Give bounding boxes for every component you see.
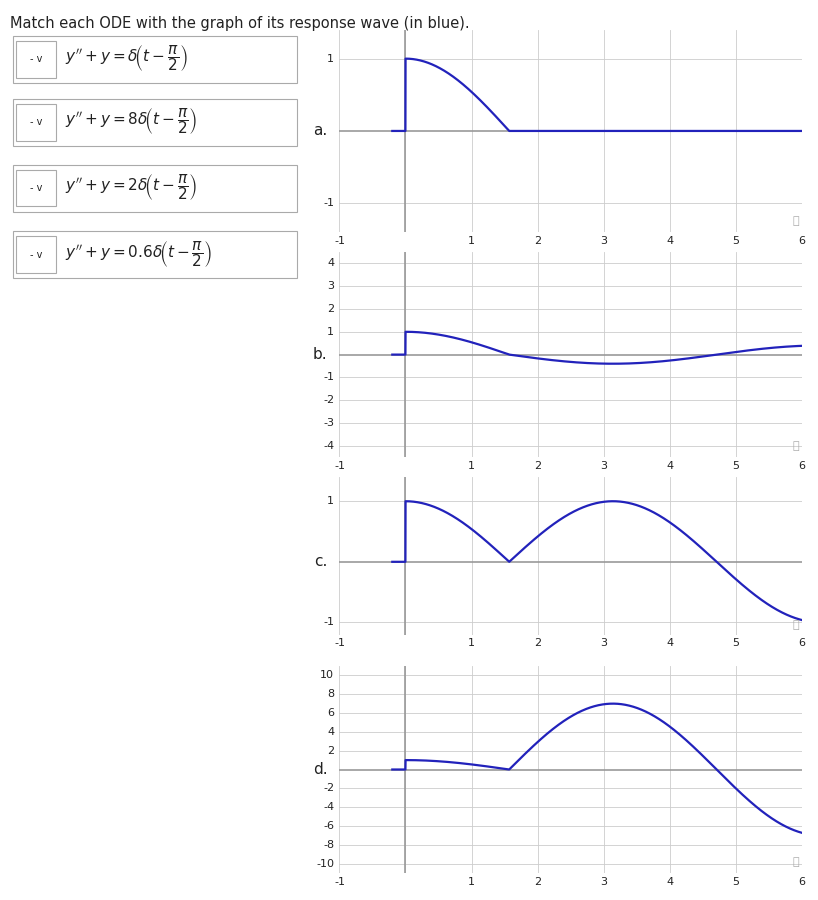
Text: -8: -8 xyxy=(323,840,335,850)
Text: 4: 4 xyxy=(666,236,673,247)
Text: 3: 3 xyxy=(600,878,607,887)
Text: d.: d. xyxy=(313,762,327,777)
Text: 3: 3 xyxy=(600,637,607,648)
Text: -1: -1 xyxy=(334,462,345,472)
Text: -1: -1 xyxy=(334,878,345,887)
FancyBboxPatch shape xyxy=(16,41,56,77)
FancyBboxPatch shape xyxy=(13,99,297,146)
Text: 5: 5 xyxy=(732,462,739,472)
Text: 2: 2 xyxy=(327,746,335,756)
Text: 5: 5 xyxy=(732,637,739,648)
Text: -1: -1 xyxy=(323,617,335,627)
FancyBboxPatch shape xyxy=(13,231,297,278)
Text: 6: 6 xyxy=(798,462,805,472)
Text: 5: 5 xyxy=(732,878,739,887)
Text: 2: 2 xyxy=(534,637,541,648)
Text: -2: -2 xyxy=(323,395,335,405)
Text: b.: b. xyxy=(313,347,327,362)
Text: 10: 10 xyxy=(320,670,335,680)
Text: 🔍: 🔍 xyxy=(793,216,799,226)
Text: 🔍: 🔍 xyxy=(793,857,799,867)
Text: $y'' + y = 8\delta\!\left(t - \dfrac{\pi}{2}\right)$: $y'' + y = 8\delta\!\left(t - \dfrac{\pi… xyxy=(65,106,197,137)
FancyBboxPatch shape xyxy=(16,170,56,206)
Text: 4: 4 xyxy=(327,258,335,268)
Text: - v: - v xyxy=(29,54,43,65)
Text: 1: 1 xyxy=(468,637,475,648)
Text: $y'' + y = 0.6\delta\!\left(t - \dfrac{\pi}{2}\right)$: $y'' + y = 0.6\delta\!\left(t - \dfrac{\… xyxy=(65,238,212,269)
Text: -3: -3 xyxy=(323,418,335,428)
Text: $y'' + y = 2\delta\!\left(t - \dfrac{\pi}{2}\right)$: $y'' + y = 2\delta\!\left(t - \dfrac{\pi… xyxy=(65,172,197,202)
Text: -1: -1 xyxy=(323,198,335,208)
Text: -6: -6 xyxy=(323,821,335,831)
Text: 2: 2 xyxy=(327,304,335,314)
Text: 6: 6 xyxy=(798,236,805,247)
Text: 6: 6 xyxy=(798,637,805,648)
Text: 1: 1 xyxy=(468,462,475,472)
Text: 1: 1 xyxy=(327,54,335,64)
Text: 2: 2 xyxy=(534,878,541,887)
Text: 🔍: 🔍 xyxy=(793,620,799,630)
Text: 4: 4 xyxy=(666,462,673,472)
Text: - v: - v xyxy=(29,117,43,128)
Text: a.: a. xyxy=(313,123,327,139)
Text: 4: 4 xyxy=(666,637,673,648)
Text: - v: - v xyxy=(29,249,43,260)
Text: 3: 3 xyxy=(600,462,607,472)
FancyBboxPatch shape xyxy=(16,104,56,140)
Text: $y'' + y = \delta\!\left(t - \dfrac{\pi}{2}\right)$: $y'' + y = \delta\!\left(t - \dfrac{\pi}… xyxy=(65,43,187,74)
Text: -4: -4 xyxy=(323,802,335,812)
Text: 6: 6 xyxy=(798,878,805,887)
Text: 3: 3 xyxy=(600,236,607,247)
Text: 2: 2 xyxy=(534,236,541,247)
Text: -10: -10 xyxy=(317,859,335,868)
FancyBboxPatch shape xyxy=(13,165,297,211)
Text: 1: 1 xyxy=(468,236,475,247)
Text: -2: -2 xyxy=(323,783,335,793)
Text: 3: 3 xyxy=(327,281,335,292)
Text: 4: 4 xyxy=(666,878,673,887)
Text: c.: c. xyxy=(314,554,327,570)
Text: 5: 5 xyxy=(732,236,739,247)
FancyBboxPatch shape xyxy=(16,237,56,273)
FancyBboxPatch shape xyxy=(13,36,297,83)
Text: -1: -1 xyxy=(323,373,335,382)
Text: -1: -1 xyxy=(334,236,345,247)
Text: Match each ODE with the graph of its response wave (in blue).: Match each ODE with the graph of its res… xyxy=(10,16,470,32)
Text: 4: 4 xyxy=(327,727,335,737)
Text: 🔍: 🔍 xyxy=(793,441,799,451)
Text: -4: -4 xyxy=(323,441,335,451)
Text: -1: -1 xyxy=(334,637,345,648)
Text: 1: 1 xyxy=(468,878,475,887)
Text: 1: 1 xyxy=(327,327,335,337)
Text: 1: 1 xyxy=(327,496,335,506)
Text: 8: 8 xyxy=(327,689,335,699)
Text: 6: 6 xyxy=(327,708,335,718)
Text: - v: - v xyxy=(29,183,43,194)
Text: 2: 2 xyxy=(534,462,541,472)
